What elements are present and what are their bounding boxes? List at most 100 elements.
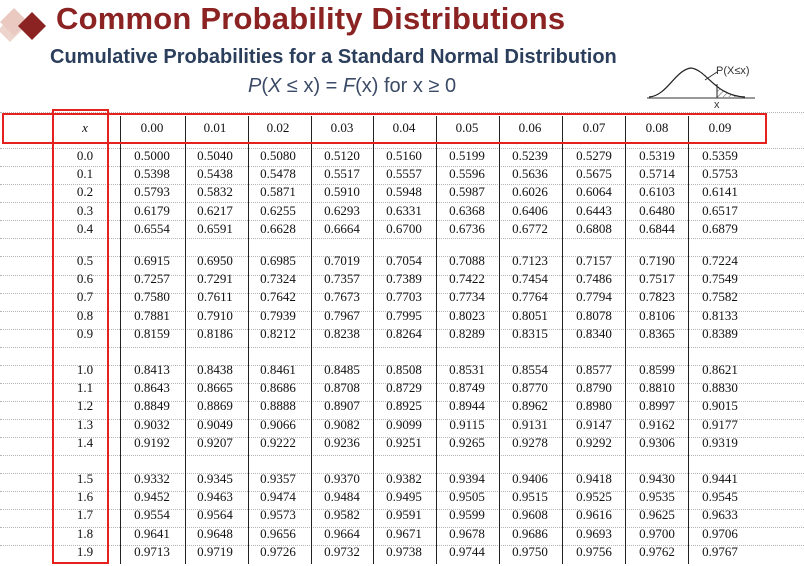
dotted-gridline — [0, 166, 804, 167]
table-cell: 0.5832 — [197, 184, 233, 200]
table-cell: 0.5517 — [324, 166, 360, 182]
table-cell: 0.9162 — [639, 416, 675, 432]
table-cell: 0.8577 — [576, 362, 612, 377]
table-cell: 0.8438 — [197, 362, 233, 377]
formula-le: ≤ x) = — [281, 75, 343, 97]
dotted-gridline — [0, 293, 804, 294]
table-cell: 0.8186 — [197, 325, 233, 341]
table-cell: 0.9406 — [512, 471, 548, 486]
table-cell: 0.6664 — [324, 220, 360, 236]
table-cell: 0.8944 — [449, 398, 485, 414]
column-header: 0.07 — [582, 120, 606, 135]
column-header: 0.00 — [140, 120, 164, 135]
table-cell: 0.7734 — [449, 289, 485, 305]
table-cell: 0.7123 — [512, 253, 548, 268]
table-cell: 0.8749 — [449, 380, 485, 396]
table-cell: 0.7549 — [702, 271, 738, 287]
table-column-rule — [436, 116, 437, 564]
table-cell: 0.7389 — [386, 271, 422, 287]
table-column-rule — [625, 116, 626, 564]
dotted-gridline — [0, 112, 804, 113]
table-cell: 0.5279 — [576, 148, 612, 163]
table-cell: 0.8365 — [639, 325, 675, 341]
table-cell: 0.5359 — [702, 148, 738, 163]
table-cell: 0.9452 — [134, 489, 170, 505]
column-header: 0.01 — [203, 120, 227, 135]
probability-table: x 0.00 0.01 0.02 0.03 0.04 0.05 0.06 0.07 0.08 0.0… — [52, 112, 760, 564]
table-cell: 0.5000 — [134, 148, 170, 163]
table-cell: 0.8643 — [134, 380, 170, 396]
table-cell: 0.9463 — [197, 489, 233, 505]
table-cell: 0.5910 — [324, 184, 360, 200]
table-cell: 0.6844 — [639, 220, 675, 236]
table-cell: 0.6368 — [449, 202, 485, 218]
table-cell: 0.8770 — [512, 380, 548, 396]
table-cell: 0.9357 — [260, 471, 296, 486]
table-cell: 0.7257 — [134, 271, 170, 287]
table-cell: 0.9700 — [639, 525, 675, 541]
table-cell: 0.5871 — [260, 184, 296, 200]
table-cell: 0.7995 — [386, 307, 422, 323]
table-cell: 0.7881 — [134, 307, 170, 323]
table-cell: 0.5438 — [197, 166, 233, 182]
table-cell: 0.9115 — [449, 416, 485, 432]
row-label: 1.1 — [76, 380, 94, 396]
table-cell: 0.7939 — [260, 307, 296, 323]
table-cell: 0.5753 — [702, 166, 738, 182]
table-cell: 0.7454 — [512, 271, 548, 287]
table-cell: 0.6700 — [386, 220, 422, 236]
row-label: 1.5 — [76, 471, 94, 486]
table-cell: 0.6026 — [512, 184, 548, 200]
table-cell: 0.8485 — [324, 362, 360, 377]
dotted-gridline — [0, 419, 804, 420]
dotted-gridline — [0, 148, 804, 149]
dotted-gridline — [0, 401, 804, 402]
row-label: 1.3 — [76, 416, 94, 432]
table-cell: 0.8413 — [134, 362, 170, 377]
row-label: 0.6 — [76, 271, 94, 287]
curve-label: P(X≤x) — [716, 65, 750, 77]
table-cell: 0.9441 — [702, 471, 738, 486]
table-cell: 0.6772 — [512, 220, 548, 236]
table-cell: 0.9573 — [260, 507, 296, 523]
table-cell: 0.6915 — [134, 253, 170, 268]
table-cell: 0.9082 — [324, 416, 360, 432]
table-cell: 0.8078 — [576, 307, 612, 323]
table-cell: 0.9726 — [260, 543, 296, 559]
table-cell: 0.6950 — [197, 253, 233, 268]
table-cell: 0.6628 — [260, 220, 296, 236]
table-cell: 0.9382 — [386, 471, 422, 486]
table-cell: 0.9678 — [449, 525, 485, 541]
column-header: 0.09 — [708, 120, 732, 135]
table-cell: 0.5239 — [512, 148, 548, 163]
dotted-gridline — [0, 184, 804, 185]
table-cell: 0.8340 — [576, 325, 612, 341]
table-cell: 0.9750 — [512, 543, 548, 559]
table-column-rule — [562, 116, 563, 564]
table-cell: 0.7357 — [324, 271, 360, 287]
table-cell: 0.9608 — [512, 507, 548, 523]
table-cell: 0.9495 — [386, 489, 422, 505]
table-cell: 0.5675 — [576, 166, 612, 182]
table-cell: 0.9648 — [197, 525, 233, 541]
table-cell: 0.7324 — [260, 271, 296, 287]
table-cell: 0.7019 — [324, 253, 360, 268]
table-column-rule — [185, 116, 186, 564]
normal-curve-icon: P(X≤x) x — [647, 65, 755, 111]
table-cell: 0.9762 — [639, 543, 675, 559]
table-cell: 0.6064 — [576, 184, 612, 200]
table-cell: 0.8508 — [386, 362, 422, 377]
dotted-gridline — [0, 238, 804, 239]
table-cell: 0.9319 — [702, 434, 738, 450]
table-corner-label: x — [82, 120, 88, 135]
table-cell: 0.5596 — [449, 166, 485, 182]
table-cell: 0.9147 — [576, 416, 612, 432]
table-cell: 0.9345 — [197, 471, 233, 486]
table-cell: 0.9564 — [197, 507, 233, 523]
row-label: 1.8 — [76, 525, 94, 541]
dotted-gridline — [0, 383, 804, 384]
table-cell: 0.7764 — [512, 289, 548, 305]
table-cell: 0.8888 — [260, 398, 296, 414]
table-cell: 0.7611 — [197, 289, 233, 305]
